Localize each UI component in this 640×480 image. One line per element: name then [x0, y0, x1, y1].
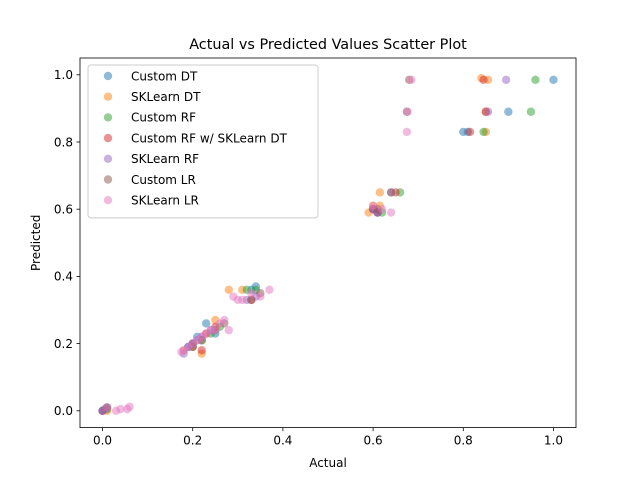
x-axis-label: Actual	[309, 456, 347, 470]
data-point	[483, 107, 493, 116]
data-point	[465, 127, 475, 137]
x-tick-label: 0.6	[364, 434, 383, 448]
data-point	[501, 75, 511, 85]
data-point	[247, 295, 256, 305]
data-point	[202, 319, 211, 328]
data-point	[116, 404, 125, 414]
axes-frame	[79, 57, 577, 429]
legend-box	[87, 64, 319, 219]
legend-label: Custom LR	[131, 173, 196, 187]
data-point	[402, 127, 412, 137]
legend-marker	[103, 175, 113, 184]
data-point	[125, 402, 134, 411]
y-tick-label: 0.6	[54, 203, 73, 217]
x-tick-label: 0.4	[273, 434, 292, 448]
data-point	[526, 107, 536, 116]
data-point	[224, 285, 233, 295]
legend-marker	[103, 113, 113, 122]
data-point	[256, 292, 265, 301]
data-point	[386, 208, 396, 217]
data-point	[549, 75, 558, 85]
legend-label: Custom RF	[131, 111, 196, 125]
data-point	[504, 107, 513, 116]
legend-label: SKLearn LR	[131, 194, 199, 208]
data-point	[224, 325, 233, 335]
legend: Custom DT SKLearn DT Custom RF Custom RF w/…	[87, 64, 319, 219]
data-point	[220, 315, 229, 325]
data-point	[265, 285, 274, 295]
y-tick-label: 0.0	[54, 404, 73, 418]
data-point	[375, 188, 385, 197]
data-point	[247, 289, 256, 298]
x-tick-label: 0.8	[454, 434, 473, 448]
legend-marker	[103, 133, 113, 143]
data-point	[479, 75, 488, 85]
x-axis-ticks: 0.0 0.2 0.4 0.6 0.8 1.0	[93, 427, 563, 448]
data-points	[98, 73, 558, 415]
x-tick-label: 1.0	[544, 434, 563, 448]
data-point	[531, 75, 540, 85]
data-point	[368, 201, 378, 211]
x-tick-label: 0.2	[183, 434, 202, 448]
y-tick-label: 0.8	[54, 135, 73, 149]
data-point	[211, 325, 220, 335]
y-axis-label: Predicted	[29, 215, 43, 271]
legend-marker	[103, 196, 113, 205]
legend-label: SKLearn DT	[131, 90, 201, 104]
x-tick-label: 0.0	[93, 434, 112, 448]
data-point	[102, 403, 112, 412]
y-tick-label: 0.2	[54, 337, 73, 351]
legend-label: SKLearn RF	[131, 152, 199, 166]
data-point	[197, 346, 206, 355]
legend-marker	[103, 154, 113, 163]
data-point	[407, 75, 416, 85]
y-tick-label: 1.0	[54, 68, 73, 82]
legend-label: Custom RF w/ SKLearn DT	[131, 131, 288, 145]
data-point	[403, 107, 412, 116]
y-axis-ticks: 0.0 0.2 0.4 0.6 0.8 1.0	[54, 68, 80, 418]
chart-title: Actual vs Predicted Values Scatter Plot	[189, 37, 467, 53]
data-point	[479, 127, 488, 137]
data-point	[377, 205, 387, 214]
data-point	[386, 188, 396, 197]
data-point	[238, 295, 247, 305]
legend-marker	[103, 71, 113, 81]
legend-marker	[103, 92, 113, 101]
legend-label: Custom DT	[131, 69, 198, 83]
y-tick-label: 0.4	[54, 270, 73, 284]
